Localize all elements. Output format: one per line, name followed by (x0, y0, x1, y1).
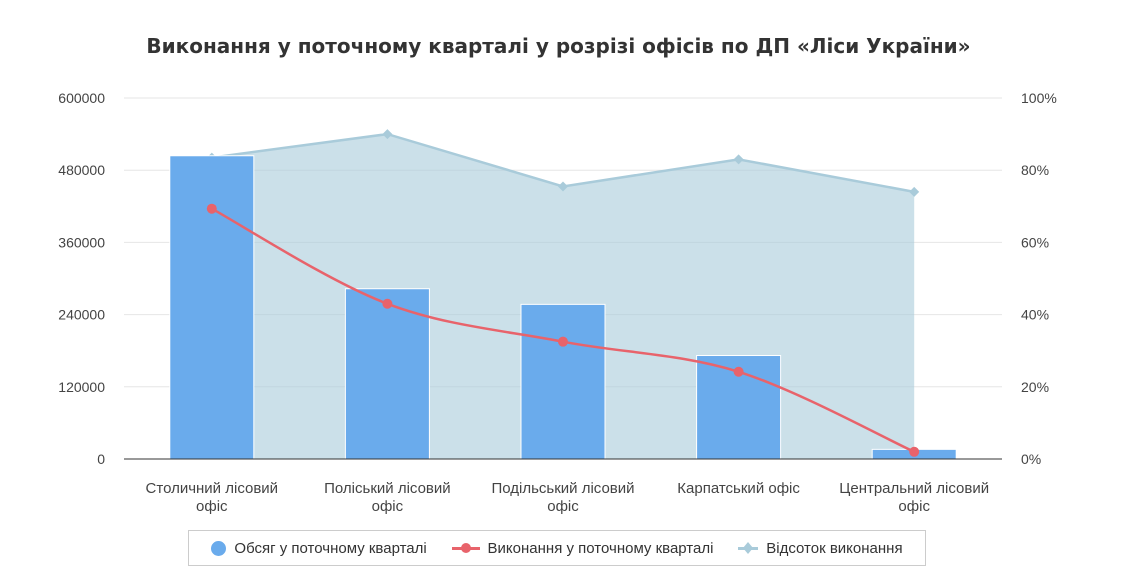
right-axis-tick-label: 0% (1021, 451, 1041, 467)
percent-point[interactable] (733, 154, 744, 165)
right-axis-tick-label: 20% (1021, 379, 1049, 395)
chart-title: Виконання у поточному кварталі у розрізі… (146, 34, 971, 58)
legend-item-volume[interactable]: Обсяг у поточному кварталі (211, 539, 427, 557)
legend-execution-icon (451, 542, 480, 553)
right-axis-tick-label: 40% (1021, 307, 1049, 323)
right-axis-tick-label: 100% (1021, 90, 1057, 106)
execution-point[interactable] (733, 366, 744, 377)
volume-bar[interactable] (520, 303, 606, 460)
category-label: офіс (372, 498, 404, 515)
legend: Обсяг у поточному кварталі Виконання у п… (188, 530, 926, 566)
category-label: офіс (898, 498, 930, 515)
category-label: Центральний лісовий (839, 480, 989, 497)
right-axis-tick-label: 80% (1021, 162, 1049, 178)
chart-canvas: 0 120000 240000 360000 480000 600000 0% 20% 40%… (58, 90, 1057, 515)
percent-point[interactable] (382, 129, 393, 140)
percent-point[interactable] (909, 186, 920, 197)
category-label: офіс (547, 498, 579, 515)
line-layer (206, 203, 920, 457)
right-axis-tick-label: 60% (1021, 234, 1049, 250)
execution-point[interactable] (382, 298, 393, 309)
percent-point[interactable] (558, 181, 568, 192)
category-label: Поліський лісовий (324, 480, 451, 497)
legend-percent-icon (738, 542, 759, 554)
legend-item-percent[interactable]: Відсоток виконання (738, 539, 903, 557)
volume-bar[interactable] (344, 288, 430, 460)
execution-point[interactable] (909, 446, 920, 457)
right-axis: 0% 20% 40% 60% 80% 100% (1021, 90, 1057, 467)
left-axis-tick-label: 120000 (58, 379, 105, 395)
left-axis-tick-label: 240000 (58, 307, 105, 323)
left-axis: 0 120000 240000 360000 480000 600000 (58, 90, 1002, 467)
left-axis-tick-label: 0 (97, 451, 105, 467)
left-axis-tick-label: 480000 (58, 162, 105, 178)
legend-execution-label: Виконання у поточному кварталі (487, 539, 714, 557)
legend-percent-label: Відсоток виконання (766, 539, 903, 557)
category-label: Подільський лісовий (491, 480, 634, 497)
category-label: Карпатський офіс (677, 480, 800, 497)
left-axis-tick-label: 600000 (58, 90, 105, 106)
category-label: Столичний лісовий (146, 480, 279, 497)
execution-point[interactable] (558, 336, 568, 347)
legend-volume-icon (211, 540, 227, 556)
left-axis-tick-label: 360000 (58, 234, 105, 250)
legend-volume-label: Обсяг у поточному кварталі (234, 539, 427, 557)
category-label: офіс (196, 498, 228, 515)
execution-point[interactable] (206, 203, 217, 214)
volume-bar[interactable] (169, 155, 255, 460)
legend-item-execution[interactable]: Виконання у поточному кварталі (451, 539, 714, 557)
